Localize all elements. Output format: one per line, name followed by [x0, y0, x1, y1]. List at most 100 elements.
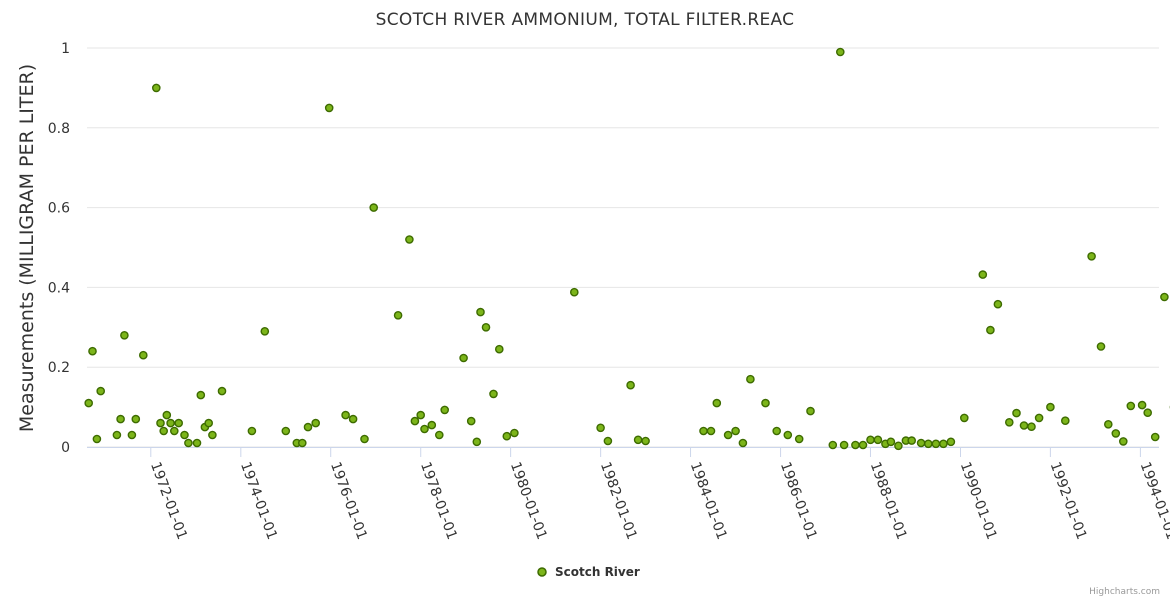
data-point[interactable] [886, 437, 896, 447]
data-point[interactable] [873, 435, 883, 445]
data-point[interactable] [960, 413, 969, 423]
legend-marker[interactable] [537, 567, 547, 577]
data-point[interactable] [196, 390, 206, 400]
data-point[interactable] [217, 386, 227, 396]
data-point[interactable] [907, 436, 917, 445]
legend-item-scotch-river[interactable]: Scotch River [555, 565, 640, 579]
data-point[interactable] [993, 299, 1003, 309]
data-point[interactable] [297, 438, 307, 448]
data-point[interactable] [112, 430, 122, 440]
data-point[interactable] [120, 330, 129, 340]
data-point[interactable] [806, 406, 815, 416]
data-point[interactable] [723, 430, 733, 440]
data-point[interactable] [476, 307, 485, 317]
data-point[interactable] [836, 47, 845, 57]
data-point[interactable] [916, 438, 926, 448]
data-point[interactable] [641, 436, 650, 446]
data-point[interactable] [204, 418, 213, 428]
data-point[interactable] [174, 418, 183, 428]
data-point[interactable] [794, 434, 804, 444]
data-point[interactable] [894, 441, 903, 451]
data-point[interactable] [866, 435, 875, 445]
data-point[interactable] [1096, 342, 1106, 351]
data-point[interactable] [1034, 413, 1044, 423]
data-point[interactable] [311, 418, 321, 428]
data-point[interactable] [839, 440, 849, 450]
data-point[interactable] [1143, 408, 1152, 418]
data-point[interactable] [502, 431, 512, 441]
data-point[interactable] [260, 326, 270, 336]
data-point[interactable] [420, 424, 429, 434]
data-point[interactable] [96, 386, 105, 396]
data-point[interactable] [489, 389, 498, 399]
data-point[interactable] [466, 416, 476, 426]
data-point[interactable] [156, 418, 165, 428]
data-point[interactable] [169, 426, 179, 436]
data-point[interactable] [159, 426, 168, 436]
data-point[interactable] [481, 322, 491, 332]
data-point[interactable] [783, 430, 793, 440]
legend[interactable]: Scotch River [537, 565, 640, 579]
data-point[interactable] [1137, 400, 1147, 410]
data-point[interactable] [88, 346, 97, 356]
data-point[interactable] [603, 436, 613, 446]
data-point[interactable] [138, 350, 148, 360]
data-point[interactable] [1005, 417, 1014, 427]
data-point[interactable] [162, 410, 172, 420]
data-point[interactable] [924, 439, 933, 449]
data-point[interactable] [828, 440, 838, 450]
data-point[interactable] [596, 423, 605, 433]
data-point[interactable] [184, 438, 193, 448]
data-point[interactable] [360, 434, 369, 444]
data-point[interactable] [92, 434, 102, 444]
data-point[interactable] [131, 414, 141, 424]
data-point[interactable] [851, 440, 860, 450]
data-point[interactable] [946, 437, 956, 447]
data-point[interactable] [281, 426, 291, 436]
data-point[interactable] [192, 438, 202, 448]
data-point[interactable] [440, 405, 450, 415]
data-point[interactable] [978, 270, 988, 279]
data-point[interactable] [127, 430, 137, 440]
data-point[interactable] [986, 325, 995, 335]
data-point[interactable] [858, 440, 868, 450]
data-point[interactable] [410, 416, 420, 426]
data-point[interactable] [772, 426, 782, 436]
data-point[interactable] [570, 287, 579, 297]
data-point[interactable] [247, 426, 257, 436]
data-point[interactable] [1012, 408, 1021, 418]
data-point[interactable] [341, 410, 350, 420]
data-point[interactable] [761, 398, 770, 408]
data-point[interactable] [738, 438, 748, 448]
data-point[interactable] [706, 426, 716, 436]
data-point[interactable] [699, 426, 708, 436]
data-point[interactable] [459, 353, 468, 363]
data-point[interactable] [303, 422, 313, 432]
data-point[interactable] [472, 437, 482, 447]
data-point[interactable] [746, 374, 755, 384]
data-point[interactable] [416, 410, 426, 420]
data-point[interactable] [931, 439, 941, 449]
data-point[interactable] [1160, 292, 1169, 302]
data-point[interactable] [434, 430, 444, 440]
data-point[interactable] [633, 435, 643, 445]
data-point[interactable] [1104, 419, 1113, 429]
data-point[interactable] [494, 344, 504, 354]
data-point[interactable] [939, 439, 948, 449]
data-point[interactable] [1111, 429, 1121, 438]
data-point[interactable] [427, 420, 437, 430]
data-point[interactable] [1087, 251, 1096, 261]
data-point[interactable] [510, 428, 519, 438]
data-point[interactable] [1119, 437, 1128, 446]
data-point[interactable] [324, 103, 334, 113]
data-point[interactable] [1061, 416, 1070, 426]
data-point[interactable] [1019, 421, 1029, 430]
data-point[interactable] [116, 414, 125, 424]
data-point[interactable] [180, 430, 189, 440]
data-point[interactable] [731, 426, 740, 436]
data-point[interactable] [151, 83, 161, 93]
data-point[interactable] [1126, 401, 1136, 411]
data-point[interactable] [712, 398, 722, 408]
data-point[interactable] [208, 430, 217, 440]
data-point[interactable] [626, 380, 635, 390]
